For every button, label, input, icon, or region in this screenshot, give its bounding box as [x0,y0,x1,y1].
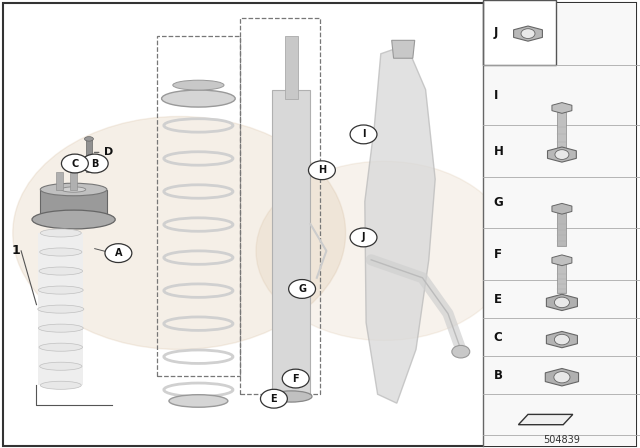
Circle shape [289,280,316,298]
Text: C: C [493,331,502,344]
Circle shape [452,345,470,358]
Ellipse shape [38,305,84,313]
Ellipse shape [40,229,81,237]
Text: F: F [493,248,502,261]
Text: C: C [71,159,79,168]
Ellipse shape [61,187,86,192]
Text: D: D [104,147,113,157]
Circle shape [105,244,132,263]
FancyBboxPatch shape [56,172,63,190]
Polygon shape [552,203,572,214]
Text: J: J [493,26,498,39]
Ellipse shape [173,80,224,90]
Ellipse shape [40,381,81,389]
Ellipse shape [40,183,107,196]
Circle shape [350,125,377,144]
Circle shape [282,369,309,388]
Ellipse shape [38,324,83,332]
Text: E: E [493,293,502,306]
Circle shape [308,161,335,180]
FancyBboxPatch shape [38,233,83,385]
Circle shape [81,154,108,173]
Bar [240,18,320,394]
Ellipse shape [161,90,236,107]
Ellipse shape [84,137,93,141]
Circle shape [350,228,377,247]
Ellipse shape [40,248,82,256]
Circle shape [260,389,287,408]
FancyBboxPatch shape [483,3,636,446]
Polygon shape [552,255,572,266]
Ellipse shape [39,343,83,351]
FancyBboxPatch shape [557,213,566,246]
Text: E: E [271,394,277,404]
Circle shape [61,154,88,173]
Polygon shape [365,45,435,403]
Circle shape [13,116,346,349]
Ellipse shape [32,210,115,229]
Text: 1: 1 [12,244,20,258]
Polygon shape [545,368,579,386]
FancyBboxPatch shape [3,3,636,446]
Circle shape [256,161,512,340]
Ellipse shape [169,395,228,407]
Circle shape [554,371,570,383]
Polygon shape [547,294,577,310]
Ellipse shape [270,391,312,402]
FancyBboxPatch shape [483,0,556,65]
Polygon shape [518,414,573,425]
Polygon shape [547,332,577,348]
Text: I: I [362,129,365,139]
Polygon shape [552,103,572,113]
Circle shape [555,150,569,159]
Circle shape [554,297,570,308]
Text: 504839: 504839 [543,435,580,445]
FancyBboxPatch shape [70,172,77,190]
Text: J: J [362,233,365,242]
Polygon shape [513,26,543,41]
FancyBboxPatch shape [285,36,298,99]
Text: G: G [298,284,306,294]
Text: B: B [493,369,502,382]
Text: I: I [493,89,498,102]
Polygon shape [547,147,577,162]
Ellipse shape [40,362,82,370]
Text: G: G [493,196,503,209]
Text: B: B [91,159,99,168]
Polygon shape [392,40,415,58]
FancyBboxPatch shape [557,112,566,157]
Circle shape [554,334,570,345]
Text: A: A [115,248,122,258]
Bar [157,36,240,376]
Ellipse shape [38,286,83,294]
Circle shape [521,29,535,39]
Text: H: H [318,165,326,175]
FancyBboxPatch shape [272,90,310,394]
Text: H: H [493,145,503,158]
FancyBboxPatch shape [557,264,566,293]
FancyBboxPatch shape [40,190,107,220]
Ellipse shape [39,267,83,275]
Text: F: F [292,374,299,383]
FancyBboxPatch shape [86,139,92,172]
